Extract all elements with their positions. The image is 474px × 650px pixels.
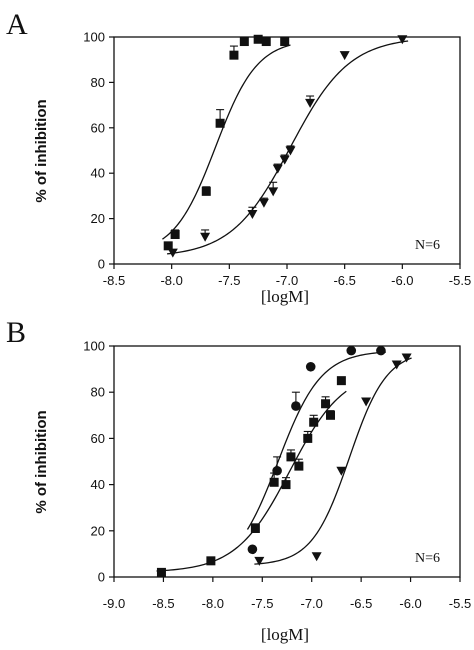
panel-b-square-marker [281, 480, 291, 490]
panel-a-square-marker [261, 37, 271, 47]
panel-a-triangle-marker [305, 98, 316, 108]
panel-b-square-marker [294, 461, 304, 471]
panel-a-triangle-marker [285, 146, 296, 156]
panel-a-letter: A [6, 8, 28, 41]
panel-a-fit-curve-triangle-down [166, 40, 409, 255]
panel-a-square-marker [215, 118, 225, 128]
panel-a-triangle-marker [247, 210, 258, 220]
panel-a-square-marker [280, 37, 290, 47]
panel-b-letter: B [6, 316, 26, 349]
panel-b-square-marker [309, 417, 319, 427]
panel-b-triangle-marker [391, 360, 402, 370]
panel-b-circle-marker [247, 544, 258, 555]
panel-b-fit-curve-triangle-down [254, 357, 412, 565]
panel-a-square-marker [239, 37, 249, 47]
panel-b-circle-marker [376, 345, 386, 356]
panel-a-triangle-marker [200, 232, 211, 242]
panel-a-triangle-marker [397, 35, 408, 45]
panel-b-x-tick-label: -7.0 [301, 596, 323, 611]
panel-b-y-tick-label: 60 [91, 431, 105, 446]
panel-b-x-tick-label: -6.5 [350, 596, 372, 611]
panel-a-x-axis-label: [logM] [261, 287, 309, 306]
panel-b-fit-curve-square [156, 390, 347, 572]
panel-a-square-marker [163, 241, 173, 251]
panel-a-x-tick-label: -8.0 [160, 273, 182, 288]
panel-a-square-marker [229, 50, 239, 60]
panel-a-plot-frame [113, 36, 461, 265]
panel-a-square-marker [253, 34, 263, 44]
panel-a: A % of inhibition [logM] N=6 -8.5 -8.0 -7.… [6, 8, 471, 306]
panel-b-triangle-marker [254, 556, 265, 566]
panel-b-y-tick-label: 100 [83, 339, 105, 354]
panel-b-x-tick-label: -8.0 [202, 596, 224, 611]
panel-a-x-tick-label: -7.0 [276, 273, 298, 288]
panel-a-y-tick-label: 40 [91, 166, 105, 181]
panel-b-square-marker [325, 410, 335, 420]
panel-b-x-tick-label: -8.5 [152, 596, 174, 611]
panel-a-fit-curve-square [162, 44, 291, 240]
panel-a-x-tick-label: -6.0 [391, 273, 413, 288]
panel-a-square-marker [201, 186, 211, 196]
panel-a-triangle-marker [167, 248, 178, 258]
panel-b-square-marker [269, 477, 279, 487]
panel-b-triangle-marker [311, 552, 322, 562]
panel-b-square-marker [321, 399, 331, 409]
panel-b-triangle-marker [361, 397, 372, 407]
panel-b-y-axis-label: % of inhibition [33, 410, 50, 513]
panel-a-x-tick-label: -8.5 [103, 273, 125, 288]
panel-b-square-marker [250, 523, 260, 533]
panel-a-x-tick-label: -5.5 [449, 273, 471, 288]
panel-b-x-tick-label: -7.5 [251, 596, 273, 611]
panel-b-x-tick-label: -5.5 [449, 596, 471, 611]
panel-b-y-tick-label: 0 [98, 570, 105, 585]
panel-a-y-tick-label: 100 [83, 30, 105, 45]
panel-b-circle-marker [346, 345, 357, 356]
panel-a-triangle-marker [279, 155, 290, 165]
panel-b-circle-marker [291, 401, 301, 411]
panel-b-y-tick-label: 40 [91, 477, 105, 492]
panel-b: B % of inhibition [logM] N=6 -9.0 -8.5 -8.… [6, 316, 471, 644]
panel-a-triangle-marker [258, 198, 269, 208]
panel-a-y-tick-label: 80 [91, 75, 105, 90]
panel-a-triangle-marker [272, 164, 283, 174]
panel-b-square-marker [156, 567, 166, 577]
panel-a-triangle-marker [268, 187, 279, 197]
panel-b-fit-curve-circle [246, 351, 386, 530]
panel-a-triangle-marker [339, 51, 350, 61]
panel-a-n-annotation: N=6 [415, 238, 440, 253]
panel-a-x-tick-label: -7.5 [218, 273, 240, 288]
panel-a-x-tick-label: -6.5 [333, 273, 355, 288]
panel-b-square-marker [336, 376, 346, 386]
panel-a-y-axis-label: % of inhibition [33, 99, 50, 202]
panel-b-n-annotation: N=6 [415, 551, 440, 566]
panel-b-square-marker [206, 556, 216, 566]
panel-b-x-tick-label: -6.0 [399, 596, 421, 611]
panel-b-x-tick-label: -9.0 [103, 596, 125, 611]
panel-b-y-tick-label: 80 [91, 385, 105, 400]
panel-b-square-marker [286, 452, 296, 462]
panel-b-triangle-marker [336, 466, 347, 476]
panel-b-triangle-marker [401, 353, 412, 363]
panel-b-square-marker [303, 433, 313, 443]
panel-b-x-axis-label: [logM] [261, 625, 309, 644]
panel-b-plot-frame [113, 345, 461, 578]
panel-a-y-tick-label: 20 [91, 211, 105, 226]
panel-a-square-marker [170, 229, 180, 239]
panel-b-circle-marker [305, 361, 316, 372]
panel-a-y-tick-label: 60 [91, 120, 105, 135]
panel-a-y-tick-label: 0 [98, 257, 105, 272]
panel-b-y-tick-label: 20 [91, 523, 105, 538]
